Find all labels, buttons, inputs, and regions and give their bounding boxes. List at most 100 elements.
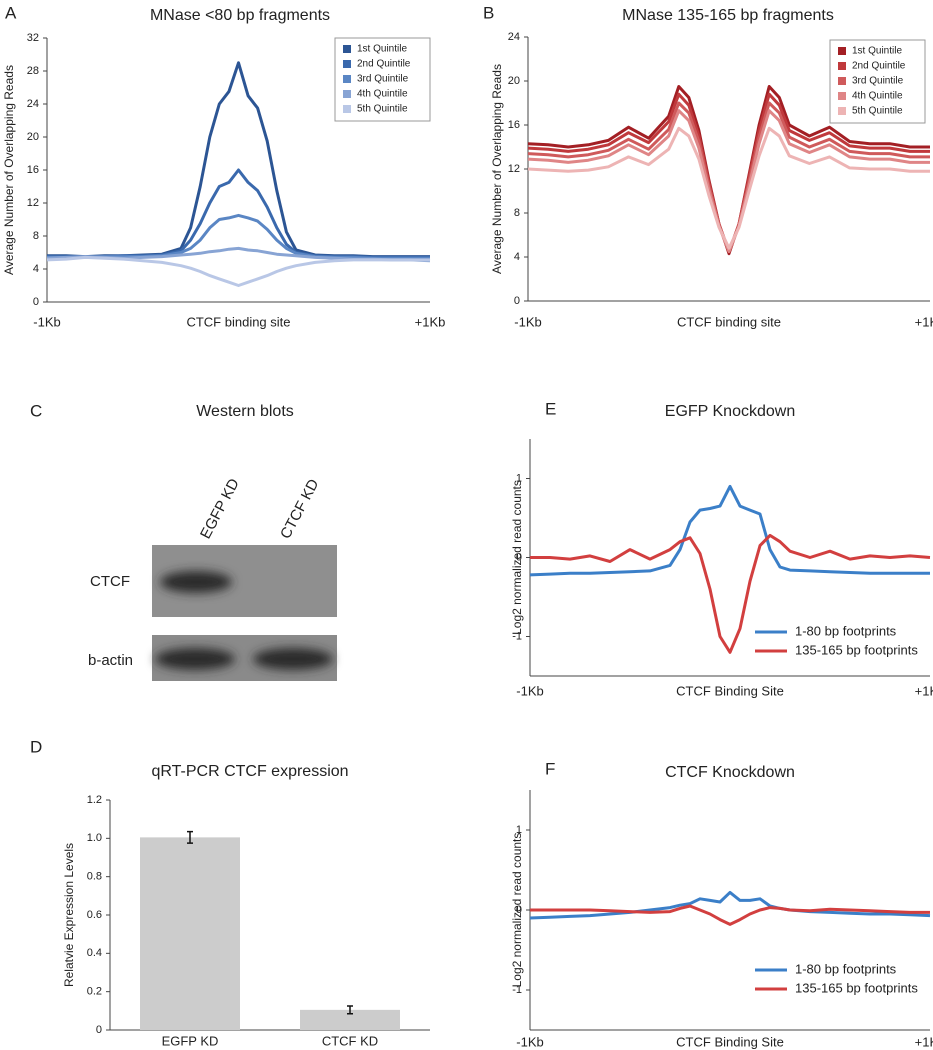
chart-title: CTCF Knockdown: [665, 764, 795, 781]
chart-title: qRT-PCR CTCF expression: [151, 763, 348, 780]
x-tick-label: +1Kb: [915, 683, 933, 698]
series-line: [530, 533, 931, 654]
y-tick-label: 0: [514, 295, 520, 307]
y-tick-label: 1.0: [87, 832, 102, 844]
y-tick-label: 1.2: [87, 794, 102, 806]
series-line: [527, 109, 930, 253]
lane-label: EGFP KD: [197, 476, 243, 542]
legend-label: 1-80 bp footprints: [795, 623, 897, 638]
series-line: [530, 904, 930, 926]
legend-label: 3rd Quintile: [357, 74, 409, 85]
panel-letter: C: [30, 401, 42, 420]
legend-label: 5th Quintile: [852, 106, 903, 117]
legend-swatch: [343, 45, 351, 53]
y-tick-label: 12: [27, 197, 39, 209]
y-tick-label: 1: [516, 824, 522, 836]
y-tick-label: 8: [514, 207, 520, 219]
y-axis-label: Log2 normalized read counts: [510, 480, 524, 635]
y-tick-label: 28: [27, 65, 39, 77]
y-tick-label: 20: [508, 75, 520, 87]
chart-title: MNase 135-165 bp fragments: [622, 7, 834, 24]
bar: [300, 1009, 400, 1030]
x-tick-label: +1Kb: [915, 314, 933, 329]
error-bar: [187, 830, 193, 844]
y-tick-label: 0.8: [87, 871, 102, 883]
y-tick-label: 0: [33, 296, 39, 308]
error-bar: [347, 1005, 353, 1015]
y-tick-label: 20: [27, 131, 39, 143]
y-tick-label: 0.4: [87, 947, 102, 959]
x-tick-label: CTCF binding site: [186, 314, 290, 329]
y-tick-label: 1: [516, 472, 522, 484]
y-axis-label: Average Number of Overlapping Reads: [2, 65, 16, 275]
y-tick-label: 0.2: [87, 986, 102, 998]
y-tick-label: 16: [27, 164, 39, 176]
x-tick-label: CTCF KD: [322, 1033, 378, 1048]
series-line: [527, 85, 930, 256]
panel-letter: D: [30, 737, 42, 756]
legend-label: 4th Quintile: [357, 89, 408, 100]
series-line: [529, 484, 930, 577]
lane-label: CTCF KD: [277, 476, 323, 542]
y-tick-label: 24: [27, 98, 39, 110]
y-tick-label: 0: [516, 904, 522, 916]
legend-label: 1st Quintile: [357, 44, 407, 55]
x-tick-label: CTCF Binding Site: [676, 683, 784, 698]
x-tick-label: -1Kb: [516, 1034, 543, 1049]
x-tick-label: -1Kb: [514, 314, 541, 329]
legend-label: 3rd Quintile: [852, 76, 904, 87]
y-tick-label: 24: [508, 31, 520, 43]
x-tick-label: CTCF Binding Site: [676, 1034, 784, 1049]
legend-label: 1-80 bp footprints: [795, 961, 897, 976]
panel-letter: A: [5, 3, 17, 22]
series-line: [527, 101, 930, 253]
legend-label: 4th Quintile: [852, 91, 903, 102]
legend-label: 2nd Quintile: [357, 59, 411, 70]
x-tick-label: -1Kb: [33, 314, 60, 329]
legend-swatch: [343, 105, 351, 113]
legend-swatch: [343, 75, 351, 83]
row-label: b-actin: [88, 652, 133, 669]
y-tick-label: 12: [508, 163, 520, 175]
chart-title: MNase <80 bp fragments: [150, 7, 330, 24]
panel-letter: B: [483, 3, 494, 22]
legend-label: 135-165 bp footprints: [795, 642, 918, 657]
legend-swatch: [343, 60, 351, 68]
x-tick-label: +1Kb: [915, 1034, 933, 1049]
bar: [140, 837, 240, 1030]
y-tick-label: -1: [512, 630, 522, 642]
x-tick-label: EGFP KD: [162, 1033, 219, 1048]
panel-letter: E: [545, 399, 556, 418]
series-line: [46, 255, 430, 287]
y-axis-label: Relatvie Expression Levels: [62, 843, 76, 987]
y-tick-label: 0.6: [87, 909, 102, 921]
chart-title: EGFP Knockdown: [665, 403, 795, 420]
blot-band: [253, 648, 333, 670]
series-line: [527, 126, 930, 250]
legend-swatch: [838, 77, 846, 85]
y-tick-label: -1: [512, 984, 522, 996]
panel-letter: F: [545, 759, 555, 778]
y-tick-label: 0: [96, 1024, 102, 1036]
blot-title: Western blots: [196, 403, 294, 420]
row-label: CTCF: [90, 573, 130, 590]
series-line: [47, 168, 430, 259]
legend-label: 135-165 bp footprints: [795, 980, 918, 995]
y-tick-label: 8: [33, 230, 39, 242]
legend-label: 5th Quintile: [357, 104, 408, 115]
series-line: [529, 890, 931, 920]
y-tick-label: 4: [33, 263, 39, 275]
x-tick-label: CTCF binding site: [677, 314, 781, 329]
blot-band: [155, 648, 235, 670]
y-axis-label: Average Number of Overlapping Reads: [490, 64, 504, 274]
y-tick-label: 32: [27, 32, 39, 44]
legend-swatch: [343, 90, 351, 98]
y-tick-label: 16: [508, 119, 520, 131]
legend-swatch: [838, 107, 846, 115]
y-tick-label: 0: [516, 551, 522, 563]
x-tick-label: +1Kb: [415, 314, 446, 329]
series-line: [47, 213, 430, 260]
legend-swatch: [838, 47, 846, 55]
